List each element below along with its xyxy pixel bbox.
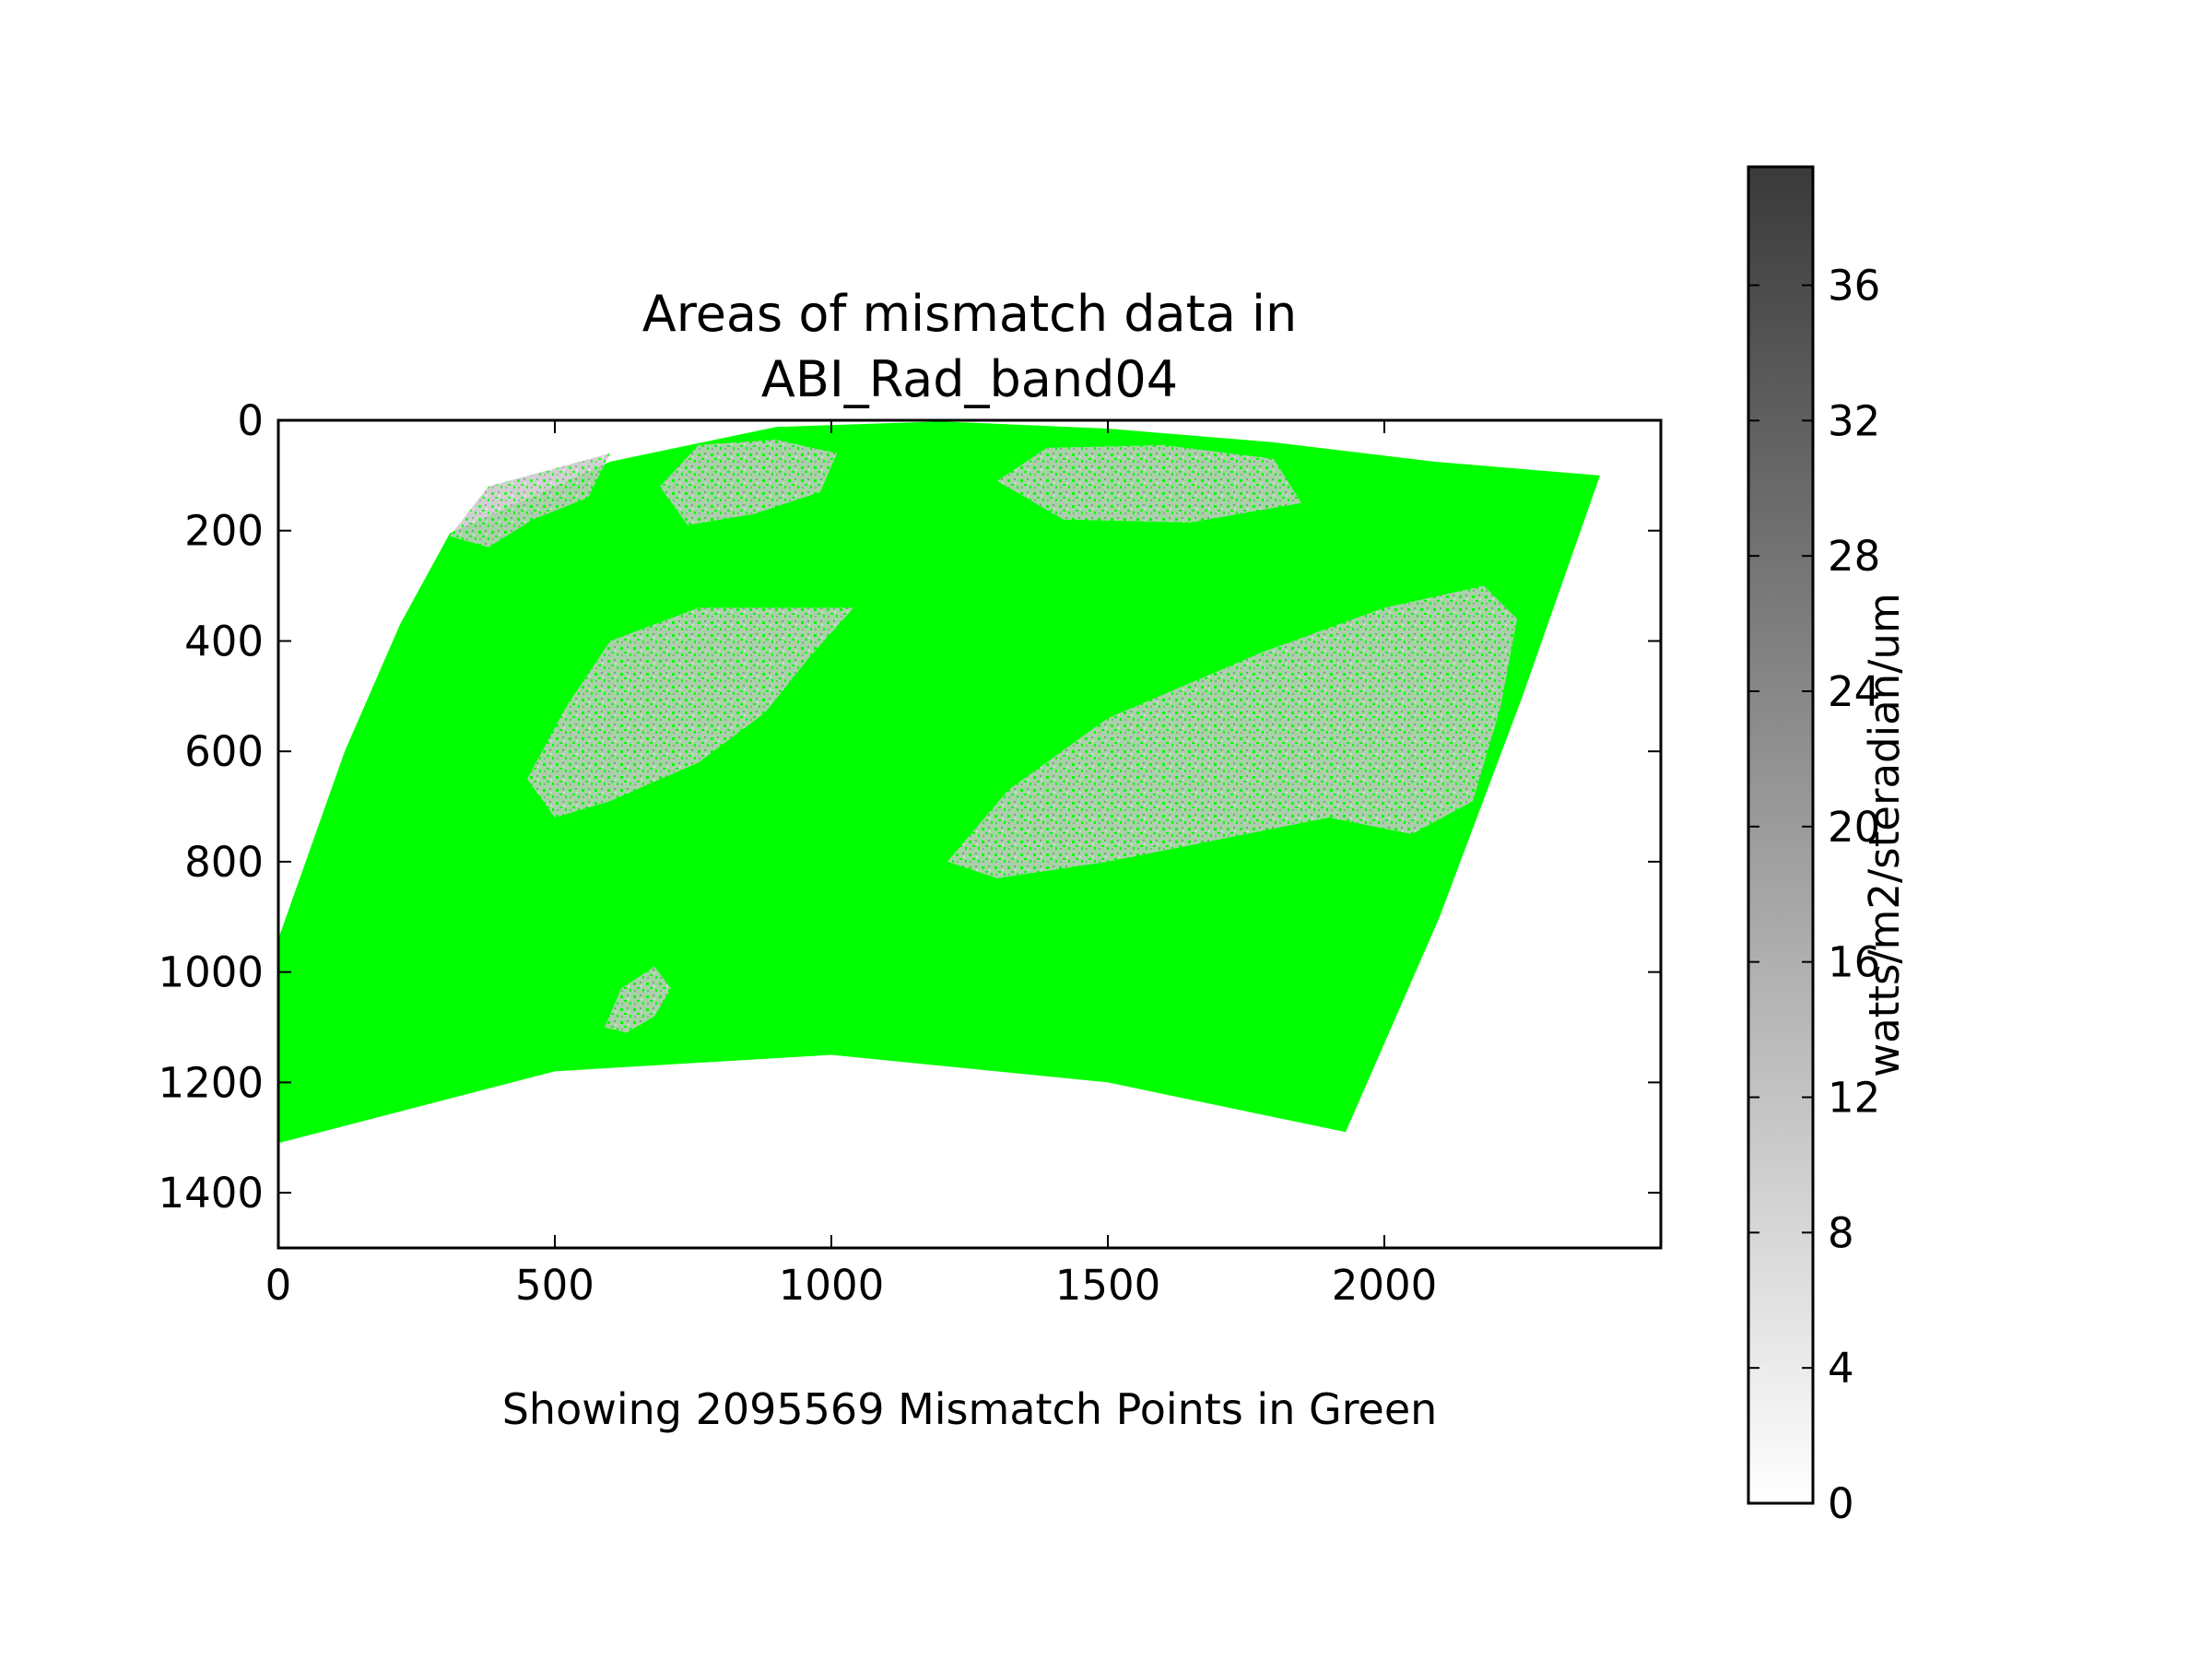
mismatch-region — [278, 421, 1600, 1144]
middle-right-cloud — [947, 585, 1517, 878]
top-right-cloud — [997, 444, 1301, 523]
y-tick-label: 0 — [237, 396, 264, 445]
y-tick-label: 1200 — [158, 1058, 264, 1107]
chart-title-line-1: Areas of mismatch data in — [642, 285, 1298, 343]
y-tick-label: 200 — [184, 507, 264, 556]
colorbar-tick-label: 12 — [1828, 1073, 1880, 1122]
colorbar: 0 4 8 12 16 20 24 28 32 36 watts/m2/steradian/um — [1747, 165, 1909, 1528]
colorbar-tick-label: 28 — [1828, 532, 1880, 581]
middle-left-cloud — [527, 607, 853, 818]
x-tick-label: 500 — [515, 1261, 594, 1310]
colorbar-tick-label: 0 — [1828, 1479, 1854, 1528]
y-tick-label: 400 — [184, 617, 264, 665]
colorbar-gradient — [1747, 165, 1815, 1505]
colorbar-tick-label: 4 — [1828, 1344, 1854, 1393]
chart-title-line-2: ABI_Rad_band04 — [761, 350, 1178, 408]
colorbar-ticks: 0 4 8 12 16 20 24 28 32 36 — [1748, 261, 1880, 1528]
plot-area — [278, 421, 1600, 1144]
top-center-cloud — [660, 440, 837, 525]
x-tick-label: 1500 — [1055, 1261, 1161, 1310]
colorbar-tick-label: 8 — [1828, 1208, 1854, 1257]
plot-frame — [276, 418, 1663, 1250]
y-tick-label: 800 — [184, 838, 264, 887]
cloud-layer — [450, 440, 1517, 1033]
colorbar-tick-label: 36 — [1828, 261, 1880, 310]
x-tick-label: 1000 — [779, 1261, 885, 1310]
colorbar-tick-label: 16 — [1828, 938, 1880, 987]
colorbar-tick-label: 24 — [1828, 667, 1880, 716]
mismatch-count-note: Showing 2095569 Mismatch Points in Green — [502, 1384, 1438, 1434]
y-tick-label: 600 — [184, 727, 264, 776]
top-left-cloud — [450, 453, 610, 547]
colorbar-label: watts/m2/steradian/um — [1860, 593, 1909, 1077]
y-axis: 0 200 400 600 800 1000 1200 1400 — [158, 396, 1661, 1218]
x-tick-label: 0 — [265, 1261, 292, 1310]
y-tick-label: 1400 — [158, 1169, 264, 1218]
y-tick-label: 1000 — [158, 948, 264, 997]
lower-small-cloud — [605, 966, 671, 1033]
x-axis: 0 500 1000 1500 2000 — [265, 420, 1438, 1310]
colorbar-tick-label: 32 — [1828, 396, 1880, 445]
colorbar-tick-label: 20 — [1828, 803, 1880, 852]
x-tick-label: 2000 — [1332, 1261, 1438, 1310]
